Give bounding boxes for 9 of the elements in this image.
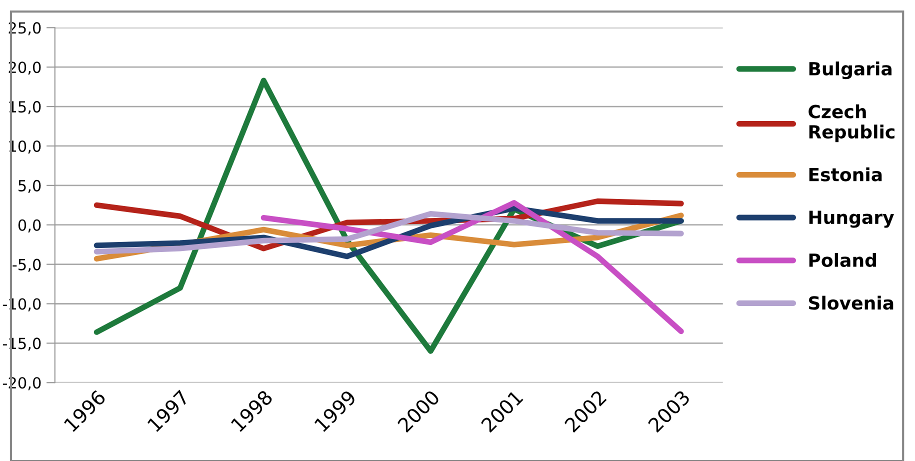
y-tick-label: -5,0	[12, 258, 41, 272]
legend-label: Slovenia	[809, 296, 894, 310]
legend-label: Hungary	[809, 210, 894, 228]
legend-label: Estonia	[809, 167, 882, 182]
legend-label: Bulgaria	[809, 62, 892, 80]
legend-label: Poland	[809, 253, 876, 268]
y-tick-label: 5,0	[18, 180, 41, 194]
y-tick-label: 0,0	[18, 219, 41, 232]
legend-label: Czech Republic	[808, 104, 894, 142]
